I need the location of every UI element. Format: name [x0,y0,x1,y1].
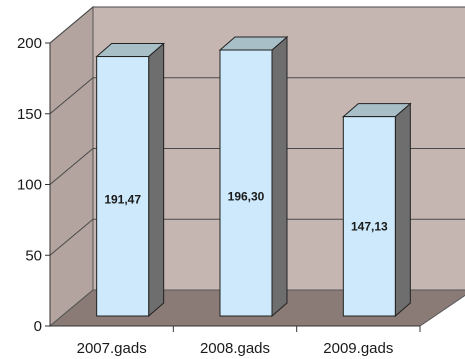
x-category-label: 2007.gads [77,340,147,357]
data-label: 147,13 [351,219,388,233]
data-label: 196,30 [228,189,265,203]
bar-front [342,116,396,317]
bar-front [96,56,150,317]
axes [45,42,421,332]
y-tick-label: 200 [17,35,42,52]
gridline [49,6,465,44]
bar-side [148,42,165,318]
y-tick-label: 50 [25,247,42,264]
bar [95,42,166,318]
bar-side [394,102,411,318]
labels: 0 50 100 150 200 191,47 2007.gads 196,30 2008.ga… [17,35,393,357]
data-label: 191,47 [104,192,141,206]
x-category-label: 2008.gads [200,340,270,357]
y-tick-label: 150 [17,106,42,123]
y-tick-label: 0 [34,318,42,335]
bars [95,35,412,318]
bar [218,35,289,318]
bar [341,102,412,318]
y-tick-label: 100 [17,177,42,194]
x-category-label: 2009.gads [323,340,393,357]
bar-side [271,35,288,318]
bar-front [219,49,273,317]
gridline [49,77,465,115]
